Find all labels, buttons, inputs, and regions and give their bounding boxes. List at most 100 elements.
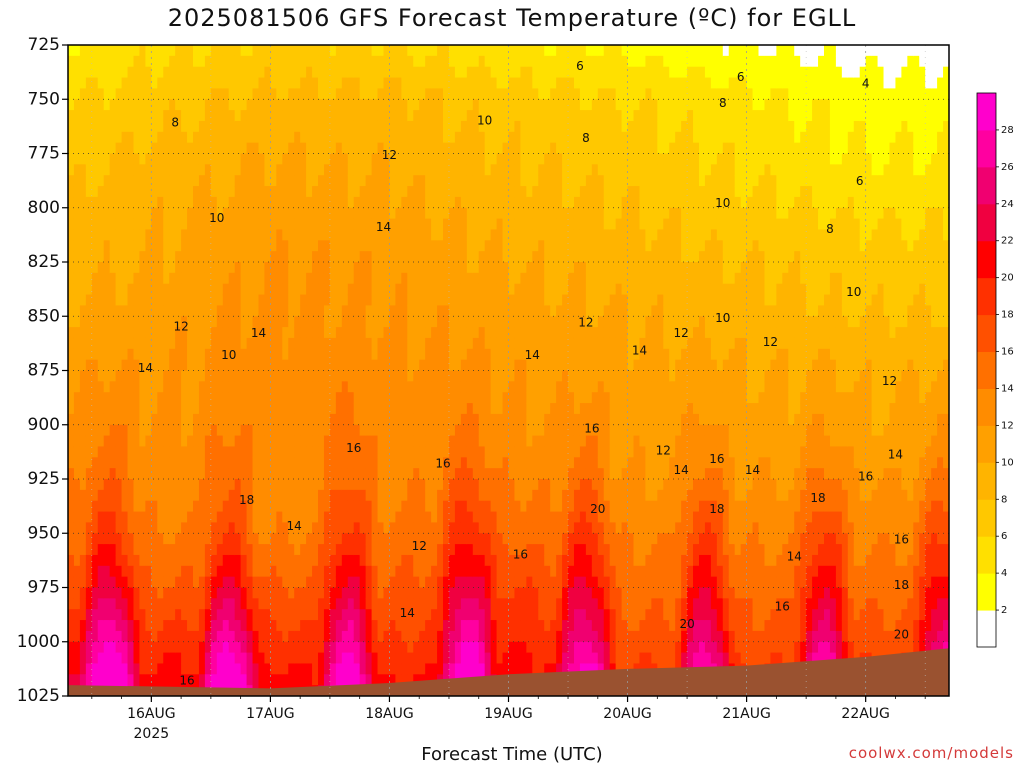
temperature-cell: [490, 522, 498, 534]
temperature-cell: [377, 359, 385, 372]
temperature-cell: [157, 99, 164, 111]
temperature-cell: [484, 620, 492, 632]
temperature-cell: [276, 641, 283, 654]
temperature-cell: [115, 218, 123, 231]
temperature-cell: [484, 348, 492, 361]
temperature-cell: [484, 110, 492, 122]
temperature-cell: [425, 207, 432, 220]
temperature-cell: [323, 120, 331, 133]
temperature-cell: [437, 544, 444, 556]
temperature-cell: [85, 262, 93, 274]
temperature-cell: [425, 359, 432, 372]
temperature-cell: [425, 435, 432, 448]
temperature-cell: [502, 229, 510, 241]
temperature-cell: [353, 294, 361, 306]
temperature-cell: [115, 392, 123, 404]
temperature-cell: [198, 598, 206, 610]
temperature-cell: [389, 424, 396, 437]
temperature-cell: [359, 207, 367, 220]
temperature-cell: [252, 435, 260, 448]
temperature-cell: [300, 66, 307, 79]
temperature-cell: [252, 479, 260, 491]
temperature-cell: [145, 381, 152, 393]
temperature-cell: [318, 88, 325, 100]
temperature-cell: [329, 229, 337, 241]
temperature-cell: [210, 283, 218, 296]
temperature-cell: [347, 620, 355, 632]
temperature-cell: [538, 305, 545, 317]
temperature-cell: [300, 652, 307, 665]
temperature-cell: [115, 142, 123, 155]
temperature-cell: [556, 598, 563, 610]
temperature-cell: [288, 348, 295, 361]
temperature-cell: [413, 424, 420, 437]
temperature-cell: [234, 609, 242, 621]
temperature-cell: [73, 88, 81, 100]
temperature-cell: [353, 251, 361, 263]
temperature-cell: [198, 424, 206, 437]
temperature-cell: [252, 544, 260, 556]
temperature-cell: [85, 316, 93, 328]
temperature-cell: [121, 359, 129, 372]
temperature-cell: [448, 272, 456, 285]
temperature-cell: [371, 392, 379, 404]
temperature-cell: [502, 120, 510, 133]
temperature-cell: [419, 99, 426, 111]
temperature-cell: [175, 533, 182, 545]
temperature-cell: [383, 479, 391, 491]
temperature-cell: [264, 435, 271, 448]
temperature-cell: [347, 489, 355, 502]
temperature-cell: [377, 88, 385, 100]
temperature-cell: [127, 554, 135, 567]
temperature-cell: [193, 663, 200, 675]
temperature-cell: [79, 641, 87, 654]
temperature-cell: [556, 479, 563, 491]
temperature-cell: [151, 272, 158, 285]
temperature-cell: [550, 229, 557, 241]
temperature-cell: [181, 511, 188, 523]
temperature-cell: [478, 370, 486, 382]
temperature-cell: [68, 337, 75, 350]
temperature-cell: [419, 337, 426, 350]
temperature-cell: [448, 77, 456, 89]
temperature-cell: [538, 55, 545, 68]
temperature-cell: [163, 88, 170, 100]
temperature-cell: [466, 641, 474, 654]
temperature-cell: [294, 359, 301, 372]
temperature-cell: [371, 251, 379, 263]
temperature-cell: [556, 186, 563, 198]
temperature-cell: [216, 413, 224, 426]
temperature-cell: [204, 196, 212, 209]
temperature-cell: [413, 500, 420, 513]
temperature-cell: [240, 609, 248, 621]
temperature-cell: [288, 565, 295, 578]
temperature-cell: [335, 544, 343, 556]
temperature-cell: [556, 381, 563, 393]
temperature-cell: [270, 641, 277, 654]
temperature-cell: [306, 554, 313, 567]
temperature-cell: [187, 327, 194, 339]
temperature-cell: [472, 55, 480, 68]
temperature-cell: [484, 435, 492, 448]
temperature-cell: [341, 381, 349, 393]
temperature-cell: [365, 120, 373, 133]
temperature-cell: [460, 554, 468, 567]
temperature-cell: [240, 153, 248, 165]
temperature-cell: [425, 403, 432, 415]
temperature-cell: [514, 45, 521, 57]
temperature-cell: [407, 316, 414, 328]
temperature-cell: [127, 88, 135, 100]
temperature-cell: [508, 110, 516, 122]
temperature-cell: [502, 218, 510, 231]
temperature-cell: [234, 294, 242, 306]
temperature-cell: [234, 305, 242, 317]
temperature-cell: [389, 511, 396, 523]
temperature-cell: [294, 131, 301, 144]
temperature-cell: [514, 620, 521, 632]
temperature-cell: [68, 479, 75, 491]
temperature-cell: [347, 500, 355, 513]
temperature-cell: [222, 283, 230, 296]
temperature-cell: [544, 186, 551, 198]
temperature-cell: [550, 99, 557, 111]
temperature-cell: [187, 337, 194, 350]
